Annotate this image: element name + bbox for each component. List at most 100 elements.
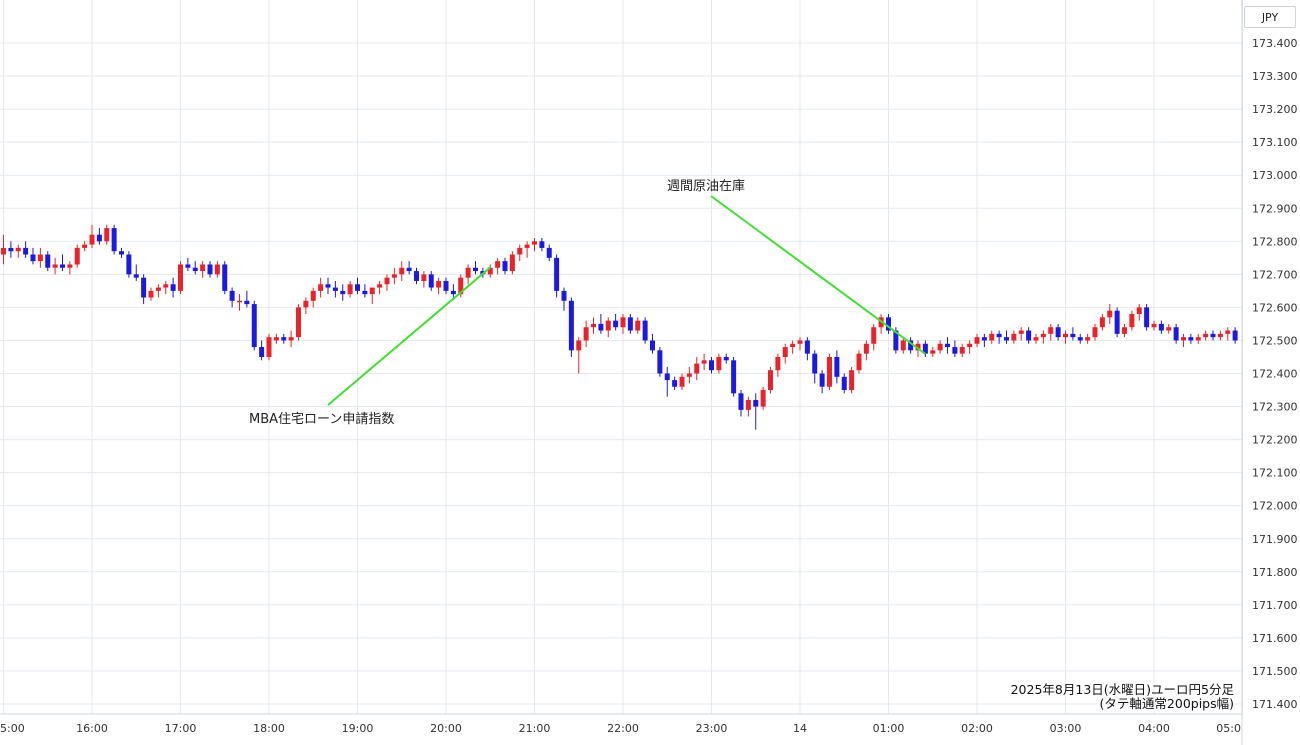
candle-down (650, 333, 655, 354)
candle-up (104, 224, 110, 245)
candle-up (974, 333, 980, 348)
candle-body (185, 264, 191, 268)
candle-body (1225, 330, 1231, 334)
candle-body (384, 277, 390, 285)
candle-up (1136, 304, 1142, 321)
candle-body (281, 337, 287, 341)
candle-body (509, 254, 515, 272)
candle-body (141, 277, 147, 298)
candle-down (1077, 333, 1083, 344)
y-tick-label: 171.800 (1252, 566, 1298, 579)
candle-up (148, 287, 154, 301)
candle-body (502, 261, 508, 272)
candle-body (369, 287, 375, 295)
candle-up (1033, 333, 1039, 344)
candle-up (1063, 330, 1068, 344)
candle-body (981, 337, 987, 341)
candle-up (1181, 333, 1186, 348)
candle-body (148, 290, 154, 298)
candle-up (495, 257, 501, 275)
candle-body (1011, 333, 1017, 341)
candle-body (96, 234, 102, 242)
x-tick-label: 04:00 (1138, 722, 1170, 735)
y-tick-label: 173.400 (1252, 37, 1298, 50)
candle-up (694, 356, 700, 381)
candle-down (886, 314, 891, 334)
x-tick-label: 03:00 (1050, 722, 1082, 735)
candle-body (1004, 337, 1009, 341)
candle-body (620, 317, 626, 328)
candle-body (1144, 307, 1150, 328)
x-tick-label: 20:00 (430, 722, 462, 735)
candle-down (502, 257, 508, 275)
candle-body (229, 290, 235, 301)
annotation-line-mba (327, 266, 491, 406)
candle-up (237, 294, 242, 311)
candle-body (967, 343, 973, 348)
candle-up (288, 330, 294, 348)
candle-down (96, 228, 102, 245)
candle-body (288, 337, 294, 341)
candle-body (207, 264, 213, 275)
candle-up (583, 320, 589, 348)
candle-body (775, 356, 781, 371)
annotation-crude-label: 週間原油在庫 (667, 179, 745, 194)
y-tick-label: 171.400 (1252, 698, 1298, 711)
candle-up (620, 314, 626, 334)
candle-up (768, 366, 773, 394)
currency-label[interactable]: JPY (1244, 6, 1296, 28)
candle-down (251, 300, 257, 351)
candle-body (30, 254, 36, 262)
candle-body (355, 284, 360, 291)
candle-up (1195, 333, 1201, 344)
x-tick-label: 21:00 (519, 722, 551, 735)
candle-down (819, 370, 825, 394)
candle-body (561, 290, 567, 301)
candle-body (332, 287, 338, 291)
candle-up (37, 247, 43, 268)
y-tick-label: 172.600 (1252, 301, 1298, 314)
candle-up (377, 280, 383, 295)
x-tick-label: 22:00 (607, 722, 639, 735)
candle-body (60, 264, 65, 268)
candle-body (893, 330, 899, 351)
candle-body (1040, 333, 1046, 338)
candle-down (738, 390, 744, 417)
candle-body (723, 356, 729, 361)
candle-body (1136, 307, 1142, 315)
candle-up (487, 264, 493, 278)
candle-body (1085, 337, 1091, 341)
candle-up (436, 277, 442, 295)
candle-body (583, 327, 589, 341)
candle-up (635, 317, 641, 334)
candle-down (355, 277, 360, 295)
candle-up (745, 396, 751, 417)
candle-down (841, 373, 847, 394)
annotation-mba-label: MBA住宅ローン申請指数 (249, 412, 394, 427)
candle-up (347, 280, 353, 298)
candle-body (996, 333, 1002, 338)
candle-up (686, 366, 692, 384)
candle-up (1225, 327, 1231, 341)
candle-up (391, 267, 397, 285)
candle-up (524, 241, 530, 258)
candle-up (1085, 333, 1091, 344)
candle-down (170, 277, 176, 298)
candle-up (790, 340, 796, 354)
candle-body (1195, 337, 1201, 341)
y-tick-label: 173.200 (1252, 103, 1298, 116)
candle-down (568, 297, 574, 357)
candle-down (952, 340, 958, 357)
candle-up (509, 251, 515, 275)
candle-body (598, 323, 604, 331)
candle-down (222, 261, 228, 295)
candle-down (111, 224, 117, 255)
candle-down (126, 251, 132, 278)
y-tick-label: 173.100 (1252, 136, 1298, 149)
candle-body (952, 347, 958, 354)
candle-body (251, 304, 257, 348)
candle-up (1, 234, 6, 265)
candle-down (207, 261, 213, 278)
candle-down (981, 333, 987, 348)
candle-body (819, 373, 825, 387)
